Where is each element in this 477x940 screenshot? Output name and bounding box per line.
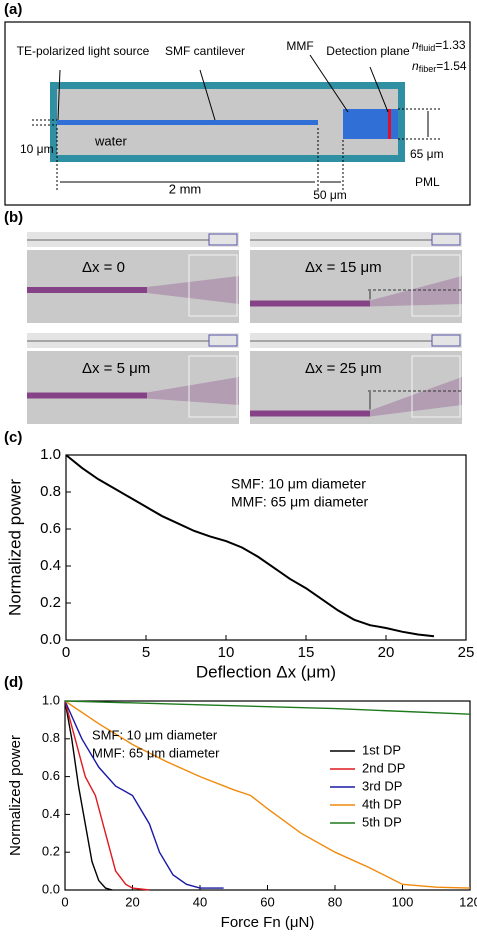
y-tick-label: 0.0: [42, 881, 60, 896]
simulation-image: [250, 250, 462, 323]
refractive-index: nfluid=1.33: [412, 38, 466, 53]
label: water: [94, 133, 127, 148]
annotation: SMF: 10 μm diameter: [92, 727, 218, 742]
x-tick-label: 20: [125, 894, 139, 909]
y-tick-label: 0.4: [40, 557, 61, 574]
strip-box: [431, 233, 461, 246]
smf: [57, 120, 318, 125]
y-tick-label: 0.4: [42, 806, 60, 821]
mmf-box: [188, 355, 238, 418]
image-label: Δx = 5 μm: [82, 360, 150, 377]
y-axis-label: Normalized power: [5, 479, 24, 616]
x-tick-label: 5: [142, 644, 150, 661]
panel-label: (c): [4, 429, 22, 446]
x-tick-label: 120: [459, 894, 477, 909]
data-line: [65, 454, 435, 638]
symbol: n: [412, 59, 419, 73]
y-tick-label: 0.0: [40, 631, 61, 648]
y-axis-label: Normalized power: [7, 735, 24, 856]
strip-box: [431, 334, 461, 347]
mmf-box: [411, 355, 461, 418]
beam-spread: [370, 377, 462, 417]
label: 10 μm: [20, 142, 54, 156]
pointer: [199, 69, 216, 121]
strip-box: [208, 233, 238, 246]
image-label: Δx = 25 μm: [305, 360, 382, 377]
y-tick-label: 0.8: [40, 483, 61, 500]
legend-label: 1st DP: [362, 742, 401, 757]
panel-label: (d): [4, 674, 23, 691]
beam-spread: [147, 377, 239, 405]
y-tick-label: 0.6: [40, 520, 61, 537]
simulation-image: [27, 351, 239, 424]
image-label: Δx = 0: [82, 259, 125, 276]
x-tick-label: 0: [62, 644, 70, 661]
x-tick-label: 10: [218, 644, 235, 661]
annotation: SMF: 10 μm diameter: [231, 476, 366, 492]
x-tick-label: 40: [193, 894, 207, 909]
y-tick-label: 0.8: [42, 730, 60, 745]
simulation-image: [27, 250, 239, 323]
y-tick-label: 0.2: [42, 844, 60, 859]
beam: [27, 392, 147, 399]
label: TE-polarized light source: [17, 44, 150, 58]
legend-label: 5th DP: [362, 814, 402, 829]
detection-plane: [388, 109, 391, 139]
x-tick-label: 100: [392, 894, 414, 909]
x-axis-label: Deflection Δx (μm): [196, 662, 336, 681]
x-tick-label: 15: [298, 644, 315, 661]
data-line: [64, 700, 150, 891]
x-tick-label: 0: [61, 894, 68, 909]
panel-label: (a): [4, 1, 22, 18]
beam-spread: [370, 276, 462, 307]
x-tick-label: 25: [458, 644, 475, 661]
data-line: [64, 700, 224, 889]
strip-box: [208, 334, 238, 347]
subscript: fiber: [419, 64, 437, 74]
label: 2 mm: [169, 181, 202, 196]
beam: [250, 300, 370, 307]
beam: [250, 410, 370, 417]
label: PML: [415, 175, 440, 189]
value: =1.33: [435, 38, 466, 52]
y-tick-label: 0.2: [40, 594, 61, 611]
label: 50 μm: [313, 188, 347, 202]
mmf-box: [411, 254, 461, 317]
value: =1.54: [436, 59, 467, 73]
pointer: [309, 54, 349, 113]
label: SMF cantilever: [165, 44, 245, 58]
beam: [27, 287, 147, 293]
x-tick-label: 80: [328, 894, 342, 909]
x-tick-label: 60: [260, 894, 274, 909]
data-line: [64, 700, 471, 715]
plot-frame: [65, 454, 467, 641]
x-axis-label: Force Fn (μN): [221, 914, 315, 931]
y-tick-label: 0.6: [42, 768, 60, 783]
annotation: MMF: 65 μm diameter: [92, 745, 220, 760]
legend-label: 2nd DP: [362, 760, 405, 775]
subscript: fluid: [419, 43, 436, 53]
y-tick-label: 1.0: [42, 692, 60, 707]
y-tick-label: 1.0: [40, 446, 61, 463]
legend-label: 3rd DP: [362, 778, 402, 793]
pointer: [57, 69, 61, 121]
x-tick-label: 20: [378, 644, 395, 661]
legend-label: 4th DP: [362, 796, 402, 811]
pointer: [369, 66, 389, 113]
annotation: MMF: 65 μm diameter: [231, 494, 369, 510]
data-line: [64, 700, 471, 889]
label: 65 μm: [410, 147, 444, 161]
data-line: [64, 700, 113, 891]
panel-frame: [4, 21, 471, 206]
label: Detection plane: [326, 44, 410, 58]
symbol: n: [412, 38, 419, 52]
mmf-box: [188, 254, 238, 317]
refractive-index: nfiber=1.54: [412, 59, 467, 74]
beam-spread: [147, 276, 239, 304]
image-label: Δx = 15 μm: [305, 259, 382, 276]
label: MMF: [286, 39, 313, 53]
panel-label: (b): [4, 209, 23, 226]
